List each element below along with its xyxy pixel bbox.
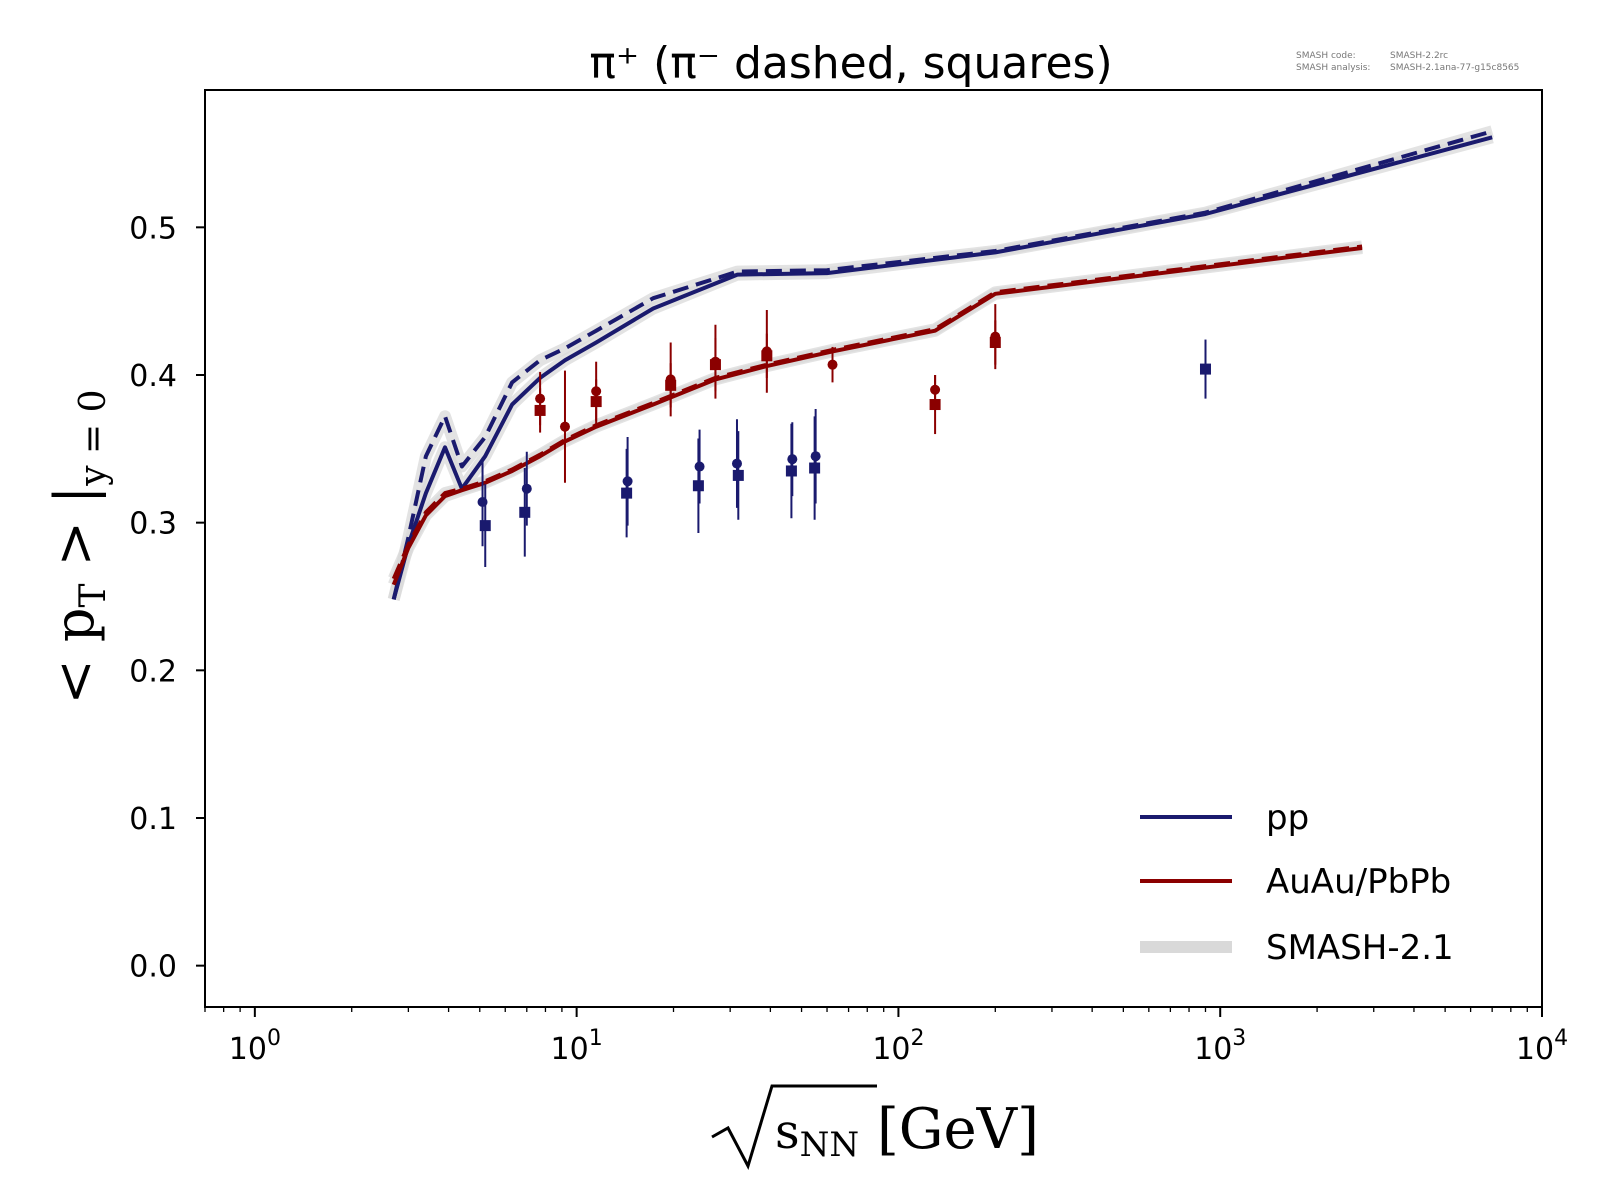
data-point-square — [929, 399, 941, 411]
data-points — [477, 304, 1211, 567]
sqrt-symbol — [711, 1084, 877, 1170]
x-tick-label: 102 — [872, 1026, 924, 1067]
meta-analysis-label: SMASH analysis: — [1296, 63, 1370, 73]
legend-label-0: pp — [1266, 798, 1309, 838]
data-point-square — [785, 465, 797, 477]
smash-band-0 — [387, 131, 1494, 601]
chart-title: π⁺ (π⁻ dashed, squares) — [589, 38, 1112, 89]
data-point-circle — [810, 451, 821, 462]
x-tick-label: 101 — [551, 1026, 603, 1067]
x-tick-label: 104 — [1516, 1026, 1568, 1067]
smash-version-info: SMASH code: SMASH-2.2rc SMASH analysis: … — [1296, 51, 1519, 73]
data-point-circle — [521, 483, 532, 494]
plot-frame — [204, 89, 1543, 1008]
y-tick-label: 0.4 — [129, 359, 177, 394]
series-lines — [391, 129, 1493, 600]
y-axis-label: < pT > |y = 0 — [43, 389, 114, 704]
x-tick-label: 100 — [229, 1026, 281, 1067]
data-point-square — [590, 396, 602, 408]
y-tick-label: 0.3 — [129, 507, 177, 542]
data-point-square — [621, 487, 633, 499]
data-point-square — [519, 506, 531, 518]
data-point-square — [709, 359, 721, 371]
meta-code-value: SMASH-2.2rc — [1390, 51, 1448, 61]
data-point-circle — [559, 421, 570, 432]
data-point-square — [989, 337, 1001, 349]
smash-band-2 — [388, 242, 1363, 587]
x-axis-label-text: sNN [GeV] — [775, 1097, 1039, 1165]
data-point-square — [534, 404, 546, 416]
y-tick-label: 0.0 — [129, 950, 177, 985]
y-tick-label: 0.2 — [129, 654, 177, 689]
legend-label-2: SMASH-2.1 — [1266, 928, 1454, 968]
y-tick-label: 0.1 — [129, 802, 177, 837]
meta-analysis-value: SMASH-2.1ana-77-g15c8565 — [1390, 63, 1519, 73]
meta-code-label: SMASH code: — [1296, 51, 1356, 61]
series-line-pi+-2 — [391, 246, 1363, 586]
data-point-circle — [827, 359, 838, 370]
series-line-pi--1 — [391, 129, 1493, 600]
x-tick-label: 103 — [1194, 1026, 1246, 1067]
data-point-square — [809, 462, 821, 474]
y-axis-label-text: < pT > |y = 0 — [43, 389, 114, 704]
y-tick-label: 0.5 — [129, 211, 177, 246]
data-point-square — [1199, 363, 1211, 375]
data-point-circle — [694, 461, 705, 472]
axis-ticks: 0.0 0.1 0.2 0.3 0.4 0.5 100 101 102 103 104 — [129, 211, 1568, 1067]
data-point-square — [479, 520, 491, 532]
legend-label-1: AuAu/PbPb — [1266, 862, 1451, 902]
legend: pp AuAu/PbPb SMASH-2.1 — [1140, 798, 1454, 968]
series-line-pi+-0 — [391, 135, 1493, 600]
data-point-square — [732, 469, 744, 481]
data-point-circle — [731, 458, 742, 469]
data-point-square — [665, 379, 677, 391]
x-axis-label: sNN [GeV] — [711, 1084, 1039, 1170]
data-point-square — [761, 350, 773, 362]
data-point-square — [692, 480, 704, 492]
